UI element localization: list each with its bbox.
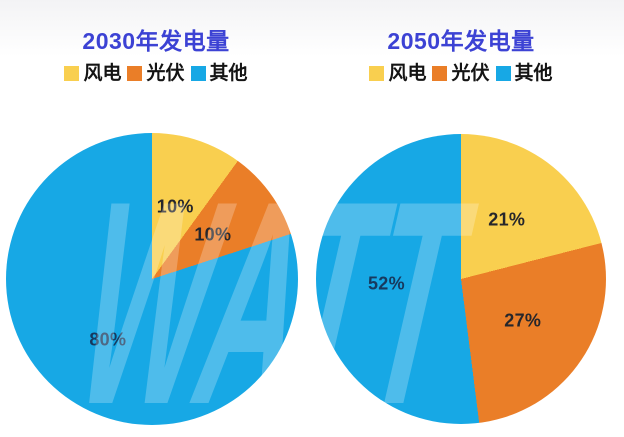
legend-label-other: 其他 (209, 62, 248, 84)
legend-label-other: 其他 (514, 62, 553, 84)
wind-color-swatch (64, 65, 80, 81)
slice-label-光伏: 27% (504, 310, 542, 331)
slice-label-风电: 21% (488, 209, 526, 230)
legend-label-solar: 光伏 (146, 62, 185, 84)
legend-item-wind: 风电 (369, 64, 426, 83)
legend-label-solar: 光伏 (451, 62, 490, 84)
slice-label-光伏: 10% (194, 224, 232, 245)
solar-color-swatch (432, 65, 448, 81)
solar-color-swatch (127, 65, 143, 81)
other-color-swatch (190, 65, 206, 81)
slice-label-风电: 10% (156, 196, 194, 217)
pie-chart-2030: 10% 10% 80% (6, 133, 298, 425)
legend-item-wind: 风电 (64, 64, 121, 83)
legend-item-other: 其他 (190, 62, 248, 84)
chart-title-2030: 2030年发电量 (82, 28, 230, 54)
legend-label-wind: 风电 (388, 62, 427, 84)
legend-2030: 风电 光伏 其他 (0, 62, 312, 84)
legend-item-solar: 光伏 (127, 62, 185, 84)
chart-title-2050: 2050年发电量 (387, 28, 535, 54)
other-color-swatch (495, 65, 511, 81)
slice-label-其他: 80% (89, 329, 127, 350)
legend-2050: 风电 光伏 其他 (305, 62, 617, 84)
slice-label-其他: 52% (368, 273, 405, 294)
wind-color-swatch (369, 65, 385, 81)
legend-label-wind: 风电 (83, 62, 122, 84)
legend-item-other: 其他 (495, 62, 553, 84)
legend-item-solar: 光伏 (432, 62, 490, 84)
pie-chart-2050: 21% 27% 52% (316, 134, 606, 424)
